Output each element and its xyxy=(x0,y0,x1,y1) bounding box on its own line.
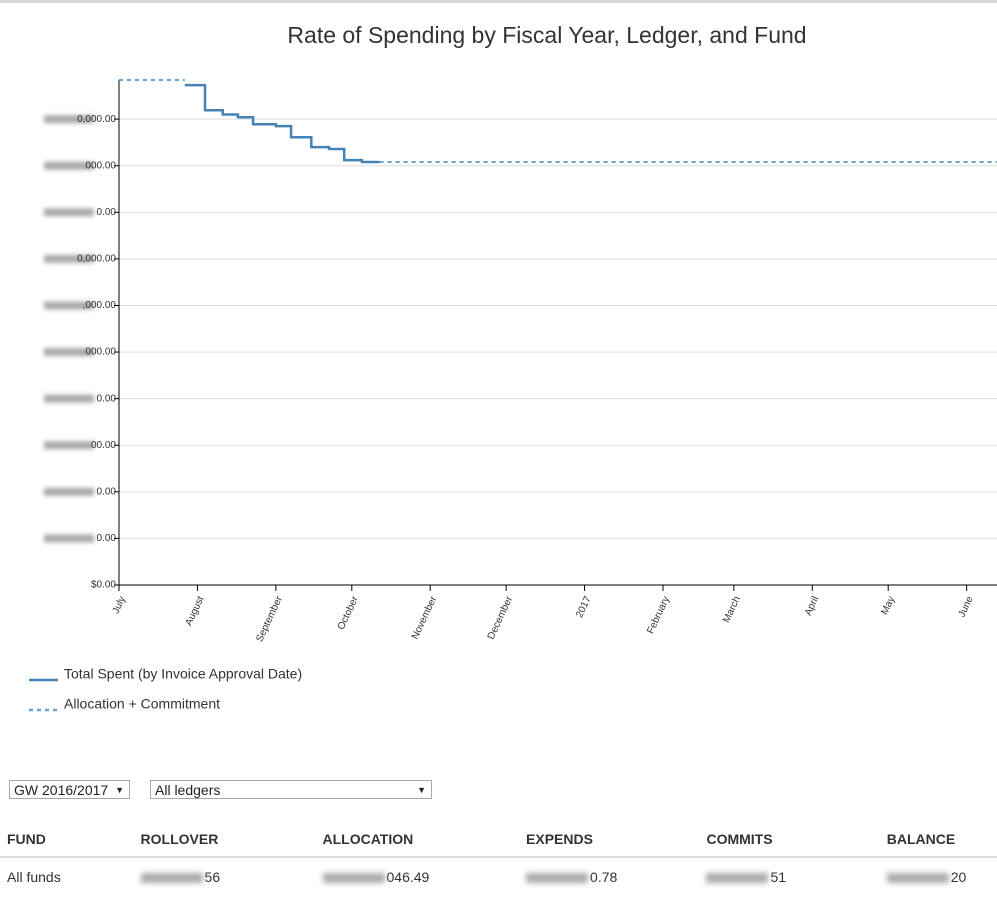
chart-title: Rate of Spending by Fiscal Year, Ledger,… xyxy=(287,22,806,48)
x-tick-label: March xyxy=(721,595,743,625)
table-cell: 51 xyxy=(699,857,879,896)
y-tick-label: 0.00 xyxy=(97,486,117,497)
redaction xyxy=(44,115,94,124)
y-tick-label: 0.00 xyxy=(97,393,117,404)
x-tick-label: November xyxy=(410,594,440,641)
y-tick-label: 0,000.00 xyxy=(77,114,116,125)
redaction xyxy=(44,208,94,217)
column-header: ALLOCATION xyxy=(315,822,520,858)
chart: Rate of Spending by Fiscal Year, Ledger,… xyxy=(29,22,997,712)
table-cell: All funds xyxy=(7,869,61,885)
y-tick-label: 0.00 xyxy=(97,207,117,218)
y-tick-label: 0.00 xyxy=(97,533,117,544)
table-cell: 0.78 xyxy=(519,857,699,896)
table-cell: 20 xyxy=(880,857,997,896)
y-tick-label: 000.00 xyxy=(85,347,116,358)
redaction xyxy=(44,487,94,496)
column-header: FUND xyxy=(0,822,134,858)
x-tick-label: October xyxy=(336,594,361,631)
redaction xyxy=(44,441,94,450)
x-tick-label: 2017 xyxy=(574,594,594,619)
legend-label: Total Spent (by Invoice Approval Date) xyxy=(64,666,302,682)
top-border xyxy=(0,0,997,3)
y-tick-label: ,000.00 xyxy=(83,300,117,311)
y-tick-label: $0.00 xyxy=(91,580,116,591)
x-tick-label: June xyxy=(957,594,976,619)
table-row: All funds 56 046.49 0.78 51 20 xyxy=(0,857,997,896)
table-cell: 046.49 xyxy=(316,857,520,896)
series xyxy=(184,83,380,164)
x-tick-label: July xyxy=(111,595,128,616)
ledger-select[interactable]: All ledgers xyxy=(150,780,432,800)
funds-table: FUND ROLLOVER ALLOCATION EXPENDS COMMITS BALA… xyxy=(0,822,997,896)
column-header: EXPENDS xyxy=(519,822,700,858)
y-tick-label: 000.00 xyxy=(85,160,116,171)
y-tick-label: 0,000.00 xyxy=(77,254,116,265)
redaction xyxy=(44,161,94,170)
column-header: ROLLOVER xyxy=(133,822,316,858)
x-tick-label: September xyxy=(254,594,285,644)
legend-label: Allocation + Commitment xyxy=(64,696,220,712)
x-tick-label: December xyxy=(486,594,516,641)
fiscal-year-select[interactable]: GW 2016/2017 xyxy=(9,780,130,800)
x-tick-label: April xyxy=(803,595,821,618)
y-tick-label: 00.00 xyxy=(91,440,116,451)
redaction xyxy=(44,394,94,403)
x-tick-label: February xyxy=(645,595,672,636)
column-header: COMMITS xyxy=(699,822,880,858)
redaction xyxy=(44,534,94,543)
series xyxy=(119,79,997,163)
table-header: FUND ROLLOVER ALLOCATION EXPENDS COMMITS BALA… xyxy=(0,822,997,858)
redaction xyxy=(44,301,94,310)
x-tick-label: May xyxy=(879,595,897,617)
table-cell: 56 xyxy=(134,857,316,896)
column-header: BALANCE xyxy=(879,822,997,858)
series-line xyxy=(184,83,380,164)
x-tick-label: August xyxy=(183,595,206,628)
redaction xyxy=(44,348,94,357)
redaction xyxy=(44,254,94,263)
